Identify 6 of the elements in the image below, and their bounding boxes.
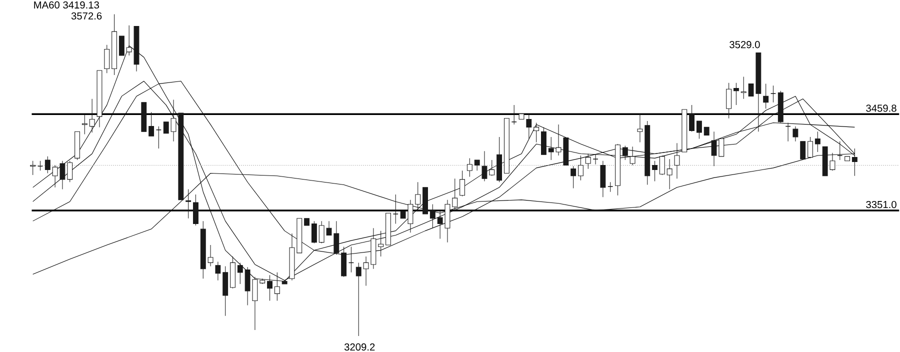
text: 3209.2 [344,343,375,351]
annotation: 3572.6 [71,12,102,20]
text: MA60 3419.13 [34,1,99,9]
annotation: 3529.0 [730,41,760,48]
ref-line-label: 3351.0 [866,200,896,208]
ref-line-label: 3459.8 [866,104,896,112]
